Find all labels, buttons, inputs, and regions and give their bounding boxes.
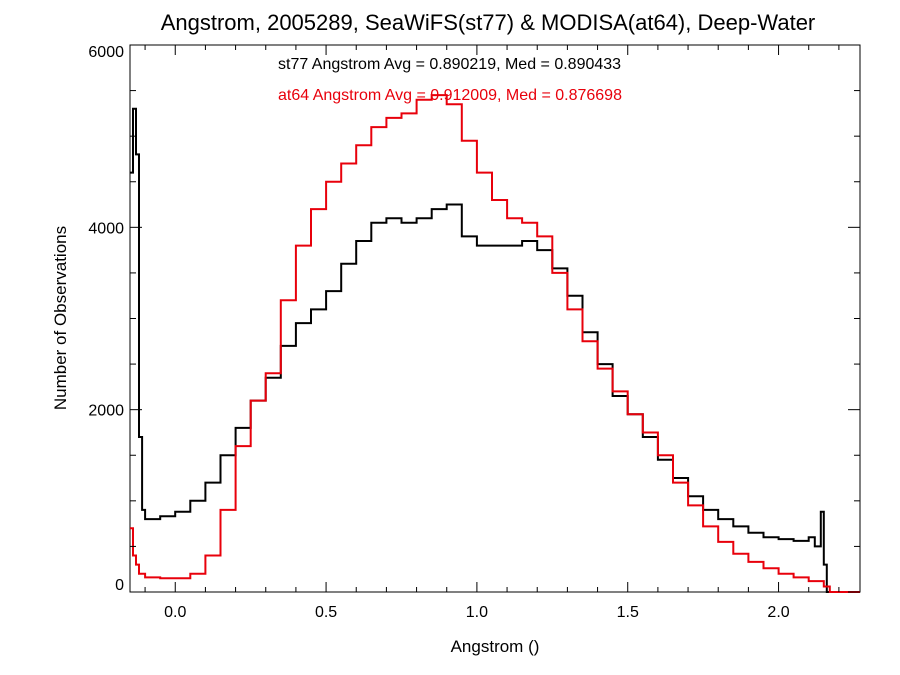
x-tick-label: 0.0 [164, 604, 186, 621]
series-at64-line [130, 94, 860, 593]
y-tick-label: 0 [115, 577, 124, 594]
legend-entry-st77: st77 Angstrom Avg = 0.890219, Med = 0.89… [278, 56, 621, 73]
chart-title: Angstrom, 2005289, SeaWiFS(st77) & MODIS… [161, 10, 816, 35]
series-layer [130, 94, 860, 593]
plot-frame [129, 44, 861, 593]
y-axis-label: Number of Observations [51, 226, 70, 410]
x-axis-label: Angstrom () [451, 637, 540, 656]
y-tick-label: 4000 [88, 220, 124, 237]
series-st77-line [130, 107, 860, 593]
tick-layer: 0.0 0.5 1.0 1.5 2.0 0 2000 4000 6000 [88, 44, 860, 621]
legend-entry-at64: at64 Angstrom Avg = 0.912009, Med = 0.87… [278, 87, 622, 104]
x-tick-label: 1.5 [617, 604, 639, 621]
x-tick-label: 0.5 [315, 604, 337, 621]
x-tick-label: 1.0 [466, 604, 488, 621]
y-tick-label: 2000 [88, 403, 124, 420]
y-tick-label: 6000 [88, 44, 124, 61]
x-tick-label: 2.0 [767, 604, 789, 621]
